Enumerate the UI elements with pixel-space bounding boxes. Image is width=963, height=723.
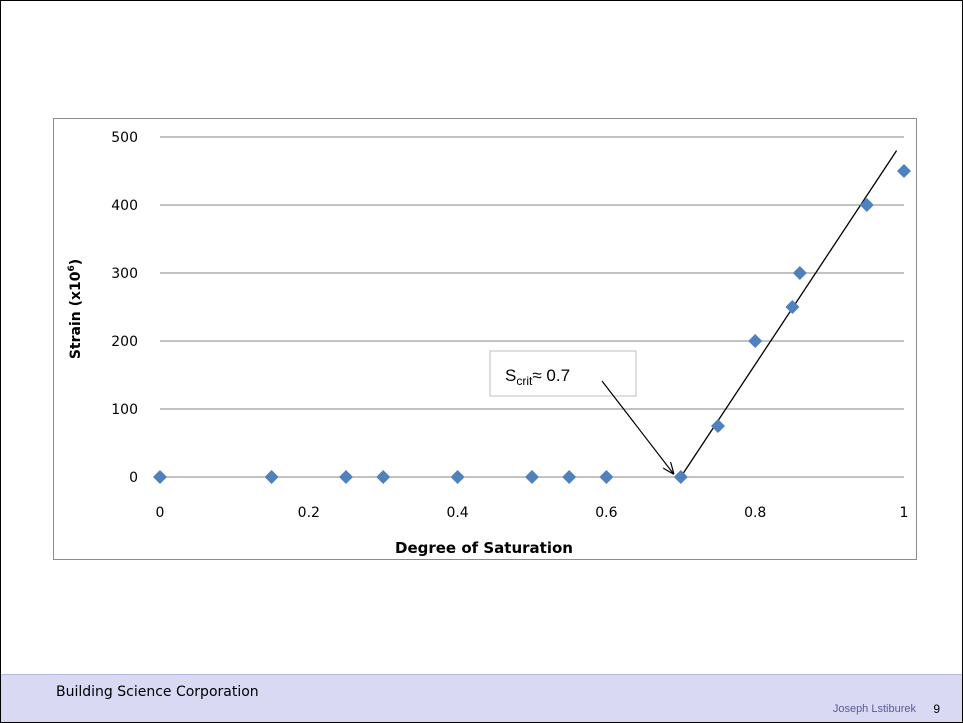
scatter-chart: 0 100 200 300 400 500 0 0.2 0.4 0.6 0.8 1 Scrit≈ 0… [67, 130, 911, 557]
y-tick-label: 500 [111, 130, 138, 146]
x-tick-label: 0.2 [298, 505, 320, 521]
x-tick-label: 0.4 [446, 505, 468, 521]
x-tick-label: 0.6 [595, 505, 617, 521]
x-tick-label: 1 [900, 505, 909, 521]
y-axis-label: Strain (x106) [67, 259, 84, 359]
data-points [153, 164, 911, 484]
y-axis-label-main: Strain (x10 [68, 271, 84, 359]
annotation-arrow [601, 380, 673, 474]
data-point [673, 470, 688, 484]
x-tick-label: 0 [156, 505, 165, 521]
y-axis-label-end: ) [68, 259, 84, 265]
annotation-box [489, 350, 637, 397]
annotation-group: Scrit≈ 0.7 [489, 350, 673, 474]
x-axis-label: Degree of Saturation [395, 539, 573, 557]
data-point [525, 470, 539, 484]
y-tick-label: 400 [111, 198, 138, 214]
data-point [711, 419, 725, 433]
page-number: 9 [933, 702, 940, 716]
data-point [748, 334, 763, 348]
x-tick-labels: 0 0.2 0.4 0.6 0.8 1 [156, 505, 909, 521]
data-point [599, 470, 614, 484]
y-tick-label: 0 [129, 470, 138, 486]
gridlines [160, 136, 904, 478]
y-tick-label: 200 [111, 334, 138, 350]
annotation-label: Scrit≈ 0.7 [505, 366, 570, 388]
data-point [897, 164, 911, 178]
data-point [153, 470, 167, 484]
organization-name: Building Science Corporation [56, 684, 259, 700]
data-point [264, 470, 279, 484]
author-name: Joseph Lstiburek [832, 703, 916, 715]
y-tick-labels: 0 100 200 300 400 500 [111, 130, 138, 486]
data-point [859, 198, 874, 212]
footer: Building Science Corporation Joseph Lsti… [1, 674, 962, 722]
y-tick-label: 100 [111, 402, 138, 418]
x-tick-label: 0.8 [744, 505, 766, 521]
y-tick-label: 300 [111, 266, 138, 282]
y-axis-label-sup: 6 [67, 265, 77, 271]
data-point [792, 266, 807, 280]
chart-area: 0 100 200 300 400 500 0 0.2 0.4 0.6 0.8 1 Scrit≈ 0… [53, 118, 917, 560]
data-point [376, 470, 391, 484]
annotation-sub: crit [516, 374, 533, 388]
data-point [450, 470, 465, 484]
data-point [562, 470, 577, 484]
annotation-end: ≈ 0.7 [532, 366, 570, 385]
data-point [339, 470, 353, 484]
annotation-main: S [505, 366, 516, 385]
data-point [785, 300, 800, 314]
